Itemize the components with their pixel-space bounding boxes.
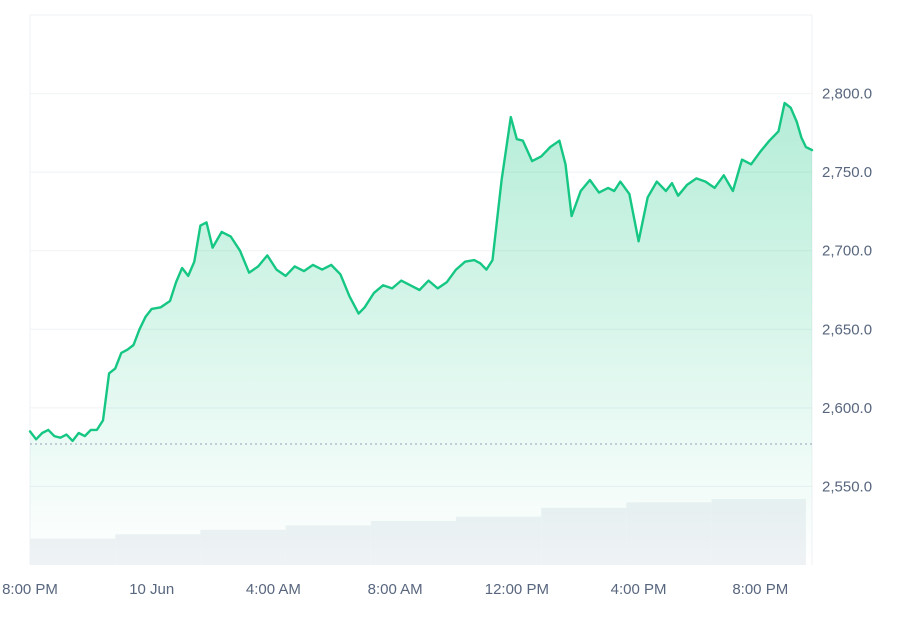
y-tick-label: 2,750.0 xyxy=(822,164,872,181)
y-tick-label: 2,550.0 xyxy=(822,478,872,495)
x-axis: 8:00 PM 10 Jun 4:00 AM 8:00 AM 12:00 PM 4:00 … xyxy=(2,581,788,598)
y-axis: 2,550.0 2,600.0 2,650.0 2,700.0 2,750.0 2,800… xyxy=(822,86,872,496)
x-tick-label: 4:00 AM xyxy=(246,581,301,598)
x-tick-label: 10 Jun xyxy=(129,581,174,598)
y-tick-label: 2,600.0 xyxy=(822,400,872,417)
x-tick-label: 8:00 AM xyxy=(368,581,423,598)
x-tick-label: 4:00 PM xyxy=(611,581,667,598)
x-tick-label: 8:00 PM xyxy=(732,581,788,598)
y-tick-label: 2,650.0 xyxy=(822,321,872,338)
y-tick-label: 2,800.0 xyxy=(822,86,872,103)
x-tick-label: 12:00 PM xyxy=(485,581,549,598)
y-tick-label: 2,700.0 xyxy=(822,243,872,260)
x-tick-label: 8:00 PM xyxy=(2,581,58,598)
